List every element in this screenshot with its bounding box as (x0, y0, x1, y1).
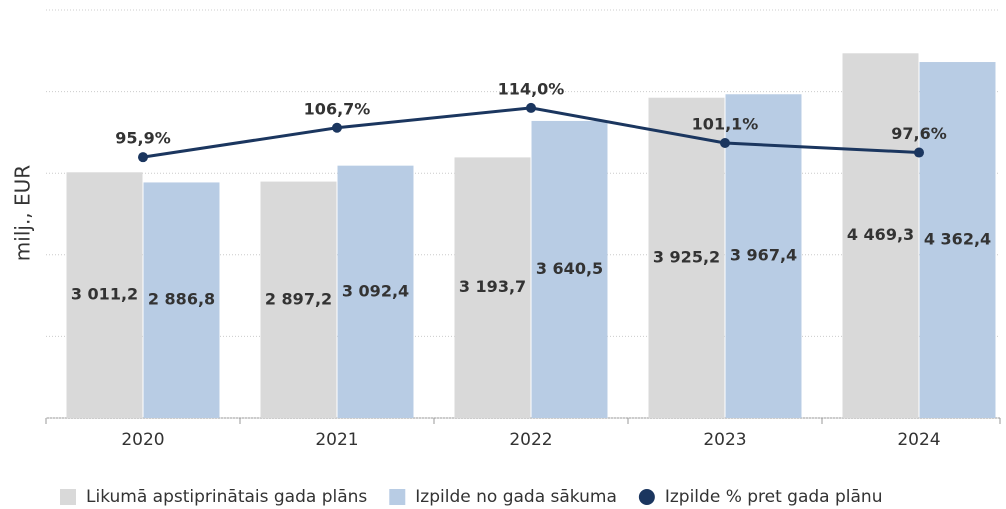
bar (66, 172, 143, 418)
x-tick-label: 2020 (121, 430, 164, 450)
bar (337, 165, 414, 418)
legend-label: Izpilde % pret gada plānu (665, 487, 883, 507)
data-label: 114,0% (498, 79, 565, 98)
legend-label: Izpilde no gada sākuma (415, 487, 617, 507)
y-axis-label: milj., EUR (11, 165, 35, 262)
data-label: 101,1% (692, 115, 759, 134)
data-label: 3 193,7 (459, 277, 526, 296)
bar (648, 97, 725, 419)
line-point (720, 138, 730, 149)
legend-marker (60, 489, 76, 505)
bar (842, 53, 919, 419)
line-point (138, 152, 148, 163)
data-label: 95,9% (115, 129, 171, 148)
data-label: 2 897,2 (265, 289, 332, 308)
bar (531, 120, 608, 418)
bar (725, 94, 802, 418)
data-label: 106,7% (304, 99, 371, 118)
line-point (526, 102, 536, 113)
line-point (332, 122, 342, 133)
data-label: 3 011,2 (71, 285, 138, 304)
data-label: 3 640,5 (536, 259, 603, 278)
legend-marker (638, 489, 655, 505)
bar (143, 182, 220, 418)
line (142, 106, 920, 159)
data-label: 4 469,3 (847, 225, 914, 244)
data-label: 97,6% (891, 124, 947, 143)
bar (919, 62, 996, 418)
bar (260, 181, 337, 418)
data-label: 4 362,4 (924, 230, 991, 249)
line-point (914, 147, 924, 158)
data-label: 2 886,8 (148, 290, 215, 309)
x-tick-label: 2021 (315, 430, 358, 450)
x-tick-label: 2023 (703, 430, 746, 450)
data-label: 3 925,2 (653, 247, 720, 266)
legend-marker (389, 489, 406, 505)
data-label: 3 092,4 (342, 281, 409, 300)
x-tick-label: 2022 (509, 430, 552, 450)
x-tick-label: 2024 (897, 430, 940, 450)
bar (454, 157, 531, 418)
data-label: 3 967,4 (730, 246, 797, 265)
legend-label: Likumā apstiprinātais gada plāns (86, 487, 367, 507)
